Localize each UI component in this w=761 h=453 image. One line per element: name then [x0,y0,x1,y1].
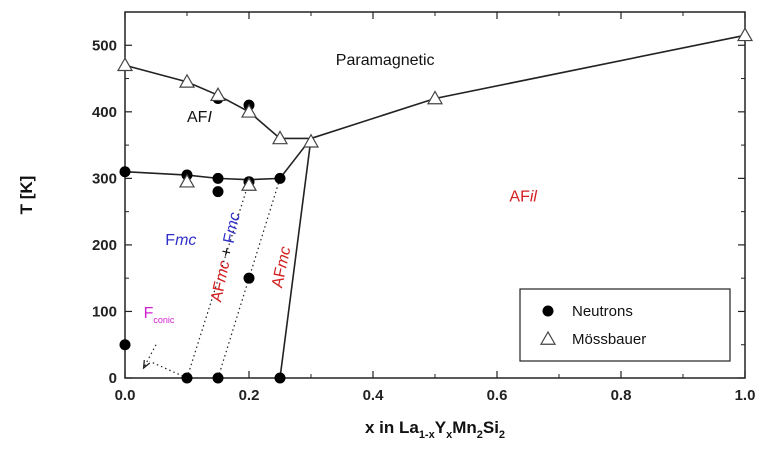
x-axis-title-part: x in La [365,418,419,437]
neutron-point [120,339,131,350]
x-tick-label: 0.2 [239,387,260,404]
legend: Neutrons Mössbauer [520,289,730,361]
region-label-fmc: Fmc [165,232,196,249]
mossbauer-point [211,88,225,100]
neutron-point [182,373,193,384]
neutron-point [244,273,255,284]
region-label-part: mc [175,232,196,249]
x-tick-label: 0.0 [115,387,136,404]
region-label-subscript: conic [153,315,175,325]
region-label-afi: AFI [187,109,212,126]
y-tick-label: 200 [92,237,117,254]
fconic-arrow-line [144,345,156,368]
region-label-part: mc [273,245,294,269]
x-tick-label: 1.0 [735,387,756,404]
region-label-part: AF [509,189,530,206]
x-axis-title-subscript: 2 [499,429,505,441]
x-axis-title-subscript: 1-x [419,429,436,441]
region-label-paramagnetic: Paramagnetic [336,52,435,69]
x-axis-title-part: Mn [452,418,477,437]
x-axis-title-part: Si [483,418,499,437]
x-tick-label: 0.6 [487,387,508,404]
annotation-arrows [144,345,156,368]
y-tick-label: 0 [109,370,117,387]
mossbauer-point [118,58,132,70]
y-tick-label: 500 [92,37,117,54]
y-axis-title: T [K] [17,176,36,215]
region-label-part: F [144,305,154,322]
neutron-point [213,373,224,384]
phase-boundary-line [311,35,745,138]
region-label-part: AF [187,109,208,126]
legend-entry-label: Neutrons [572,303,633,320]
legend-entry-label: Mössbauer [572,331,646,348]
region-label-part: il [530,189,538,206]
x-axis-title: x in La1-xYxMn2Si2 [365,418,505,441]
region-label-part: F [165,232,175,249]
x-axis-title-part: Y [435,418,447,437]
legend-box [520,289,730,361]
region-label-part: Paramagnetic [336,52,435,69]
neutron-point [213,173,224,184]
y-tick-label: 300 [92,170,117,187]
neutron-point [275,173,286,184]
region-label-afil: AFil [509,189,537,206]
legend-neutron-marker [543,306,554,317]
y-tick-label: 100 [92,303,117,320]
neutron-point [213,186,224,197]
mossbauer-point [738,28,752,40]
region-label-part: mc [223,211,244,235]
region-label-fconic: Fconic [144,305,175,325]
region-label-afmc-fmc: AFmc + Fmc [208,211,244,304]
neutron-point [120,166,131,177]
dotted-phase-boundary [150,361,187,378]
neutron-point [275,373,286,384]
x-tick-label: 0.4 [363,387,385,404]
region-label-part: I [207,109,212,126]
y-tick-label: 400 [92,104,117,121]
region-label-afmc: AFmc [269,245,294,289]
x-tick-label: 0.8 [611,387,632,404]
